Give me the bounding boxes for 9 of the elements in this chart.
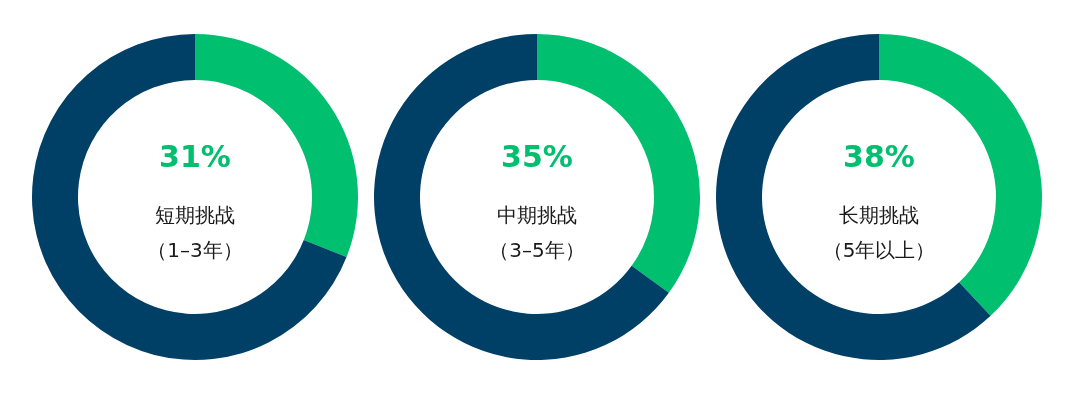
text: 长期挑战 [839,203,919,227]
text: 中期挑战 [497,203,577,227]
text: （5年以上） [822,238,936,262]
text: 短期挑战 [155,203,235,227]
data-label: 35% [501,139,573,174]
data-label: 38% [843,139,915,174]
data-label: 31% [159,139,231,174]
text: （3–5年） [489,238,585,262]
text: （1–3年） [147,238,243,262]
